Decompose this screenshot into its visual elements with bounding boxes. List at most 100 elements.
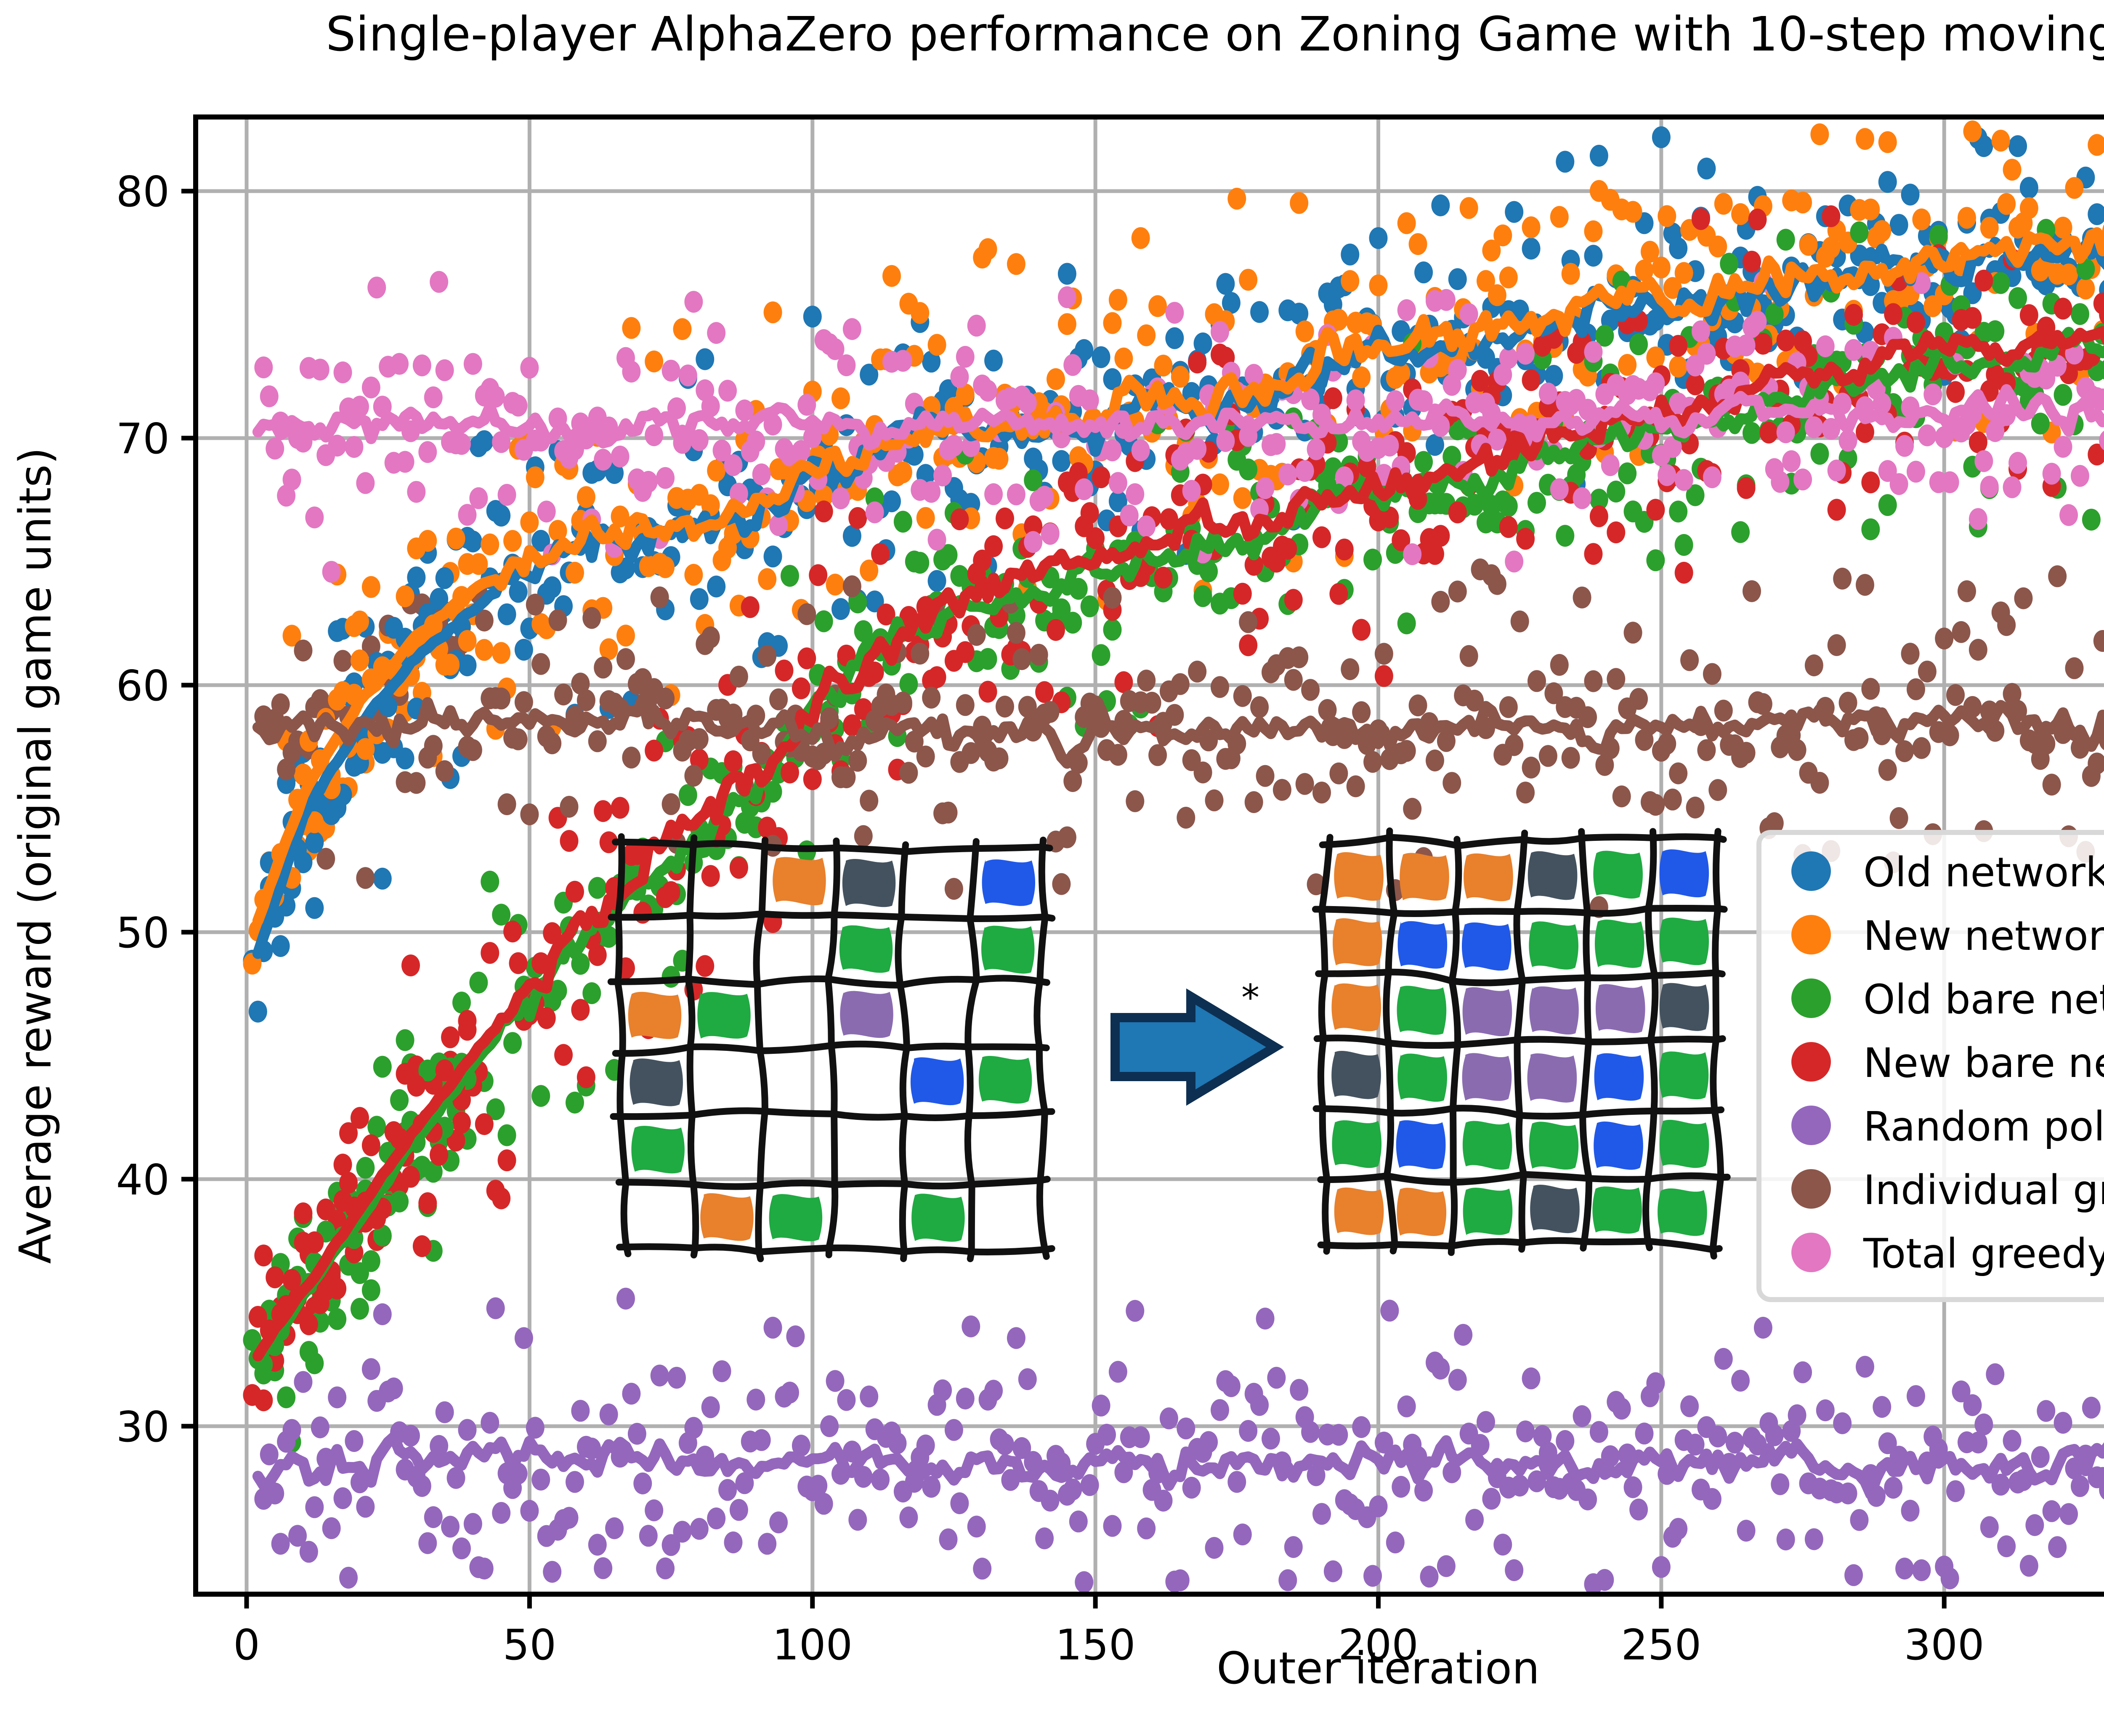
scatter-point (1980, 1516, 1999, 1538)
scatter-point (1080, 1474, 1099, 1496)
scatter-point (435, 1401, 454, 1423)
scatter-point (797, 393, 816, 416)
scatter-point (729, 857, 748, 879)
zoning-grid-line (1383, 827, 1398, 1255)
scatter-point (1765, 812, 1784, 834)
scatter-point (1159, 1407, 1178, 1430)
scatter-point (1318, 699, 1337, 721)
zoning-cell-purple (1595, 984, 1645, 1033)
scatter-point (345, 436, 364, 458)
scatter-point (741, 596, 760, 618)
scatter-point (1878, 131, 1897, 153)
scatter-point (1731, 203, 1750, 225)
axis-ticks: 050100150200250300350400304050607080 (116, 167, 1984, 1670)
scatter-point (441, 1026, 460, 1048)
scatter-point (1295, 320, 1314, 343)
scatter-point (956, 346, 975, 368)
scatter-point (1595, 754, 1614, 776)
scatter-point (537, 500, 556, 523)
scatter-point (1680, 649, 1699, 671)
scatter-point (1188, 438, 1207, 460)
legend-item-random[interactable]: Random policy (1791, 1103, 2104, 1150)
legend-item-old_bare[interactable]: Old bare network (1791, 976, 2104, 1023)
scatter-point (1426, 543, 1444, 565)
zoning-cell-green (1659, 1119, 1709, 1168)
scatter-point (548, 609, 567, 631)
legend-item-total_greedy[interactable]: Total greedy policy (1791, 1230, 2104, 1277)
zoning-grid-line (1033, 837, 1050, 1260)
scatter-point (893, 510, 912, 533)
scatter-point (1692, 208, 1710, 230)
scatter-point (356, 738, 375, 760)
scatter-point (351, 649, 369, 672)
scatter-point (576, 486, 595, 508)
scatter-point (2054, 1412, 2072, 1434)
scatter-point (492, 1502, 511, 1524)
scatter-point (2031, 412, 2050, 435)
scatter-point (248, 1000, 267, 1023)
scatter-point (1239, 458, 1258, 481)
x-tick-label: 150 (1055, 1620, 1136, 1670)
zoning-cell-green (981, 925, 1035, 974)
scatter-point (1793, 468, 1812, 491)
scatter-point (361, 376, 380, 399)
legend-item-new_bare[interactable]: New bare network (1791, 1039, 2104, 1087)
scatter-point (1244, 791, 1263, 813)
scatter-point (1533, 1425, 1552, 1447)
scatter-point (978, 238, 997, 260)
scatter-point (1323, 387, 1342, 409)
scatter-point (916, 745, 935, 768)
scatter-point (520, 511, 539, 533)
scatter-point (599, 1404, 618, 1425)
scatter-point (809, 564, 828, 586)
scatter-point (1612, 785, 1631, 808)
scatter-point (475, 1558, 494, 1580)
scatter-point (599, 926, 618, 948)
legend[interactable]: Old network+MCTS New network+MCTS Old bare… (1756, 830, 2104, 1302)
scatter-point (1720, 253, 1739, 275)
scatter-point (1103, 312, 1122, 334)
scatter-point (701, 1396, 720, 1418)
moving-average-line (252, 693, 2104, 769)
scatter-point (520, 356, 539, 379)
asterisk-annotation: * (1241, 977, 1259, 1019)
scatter-point (373, 1055, 392, 1078)
scatter-point (1256, 765, 1275, 787)
scatter-point (871, 1468, 890, 1491)
scatter-point (1759, 421, 1778, 444)
scatter-point (1991, 1473, 2010, 1496)
scatter-point (418, 1192, 437, 1214)
scatter-point (560, 1507, 579, 1529)
scatter-point (373, 1303, 392, 1325)
scatter-point (1239, 1420, 1258, 1442)
scatter-point (294, 851, 313, 873)
legend-item-indiv_greedy[interactable]: Individual greedy policy (1791, 1167, 2104, 1214)
scatter-point (1403, 543, 1422, 565)
scatter-point (492, 1187, 511, 1210)
legend-item-new_net_mcts[interactable]: New network+MCTS (1791, 912, 2104, 960)
scatter-point (1686, 484, 1705, 506)
scatter-point (1108, 744, 1127, 766)
scatter-point (1374, 643, 1393, 665)
scatter-point (1448, 580, 1467, 603)
scatter-point (260, 1443, 279, 1465)
scatter-point (1312, 1503, 1331, 1525)
scatter-point (1873, 1396, 1891, 1418)
legend-item-old_net_mcts[interactable]: Old network+MCTS (1791, 849, 2104, 896)
scatter-point (1907, 311, 1925, 333)
scatter-point (1114, 1461, 1133, 1483)
scatter-point (475, 1113, 494, 1135)
scatter-point (1488, 573, 1506, 595)
scatter-point (277, 758, 296, 781)
scatter-point (712, 439, 731, 462)
scatter-point (248, 1306, 267, 1328)
zoning-grid-line (1578, 828, 1593, 1252)
scatter-point (305, 1496, 324, 1518)
scatter-point (1505, 201, 1524, 223)
scatter-point (814, 500, 833, 523)
scatter-point (1607, 481, 1626, 502)
scatter-point (616, 648, 635, 670)
scatter-point (1589, 505, 1608, 527)
scatter-point (911, 302, 930, 324)
scatter-point (345, 1430, 364, 1452)
